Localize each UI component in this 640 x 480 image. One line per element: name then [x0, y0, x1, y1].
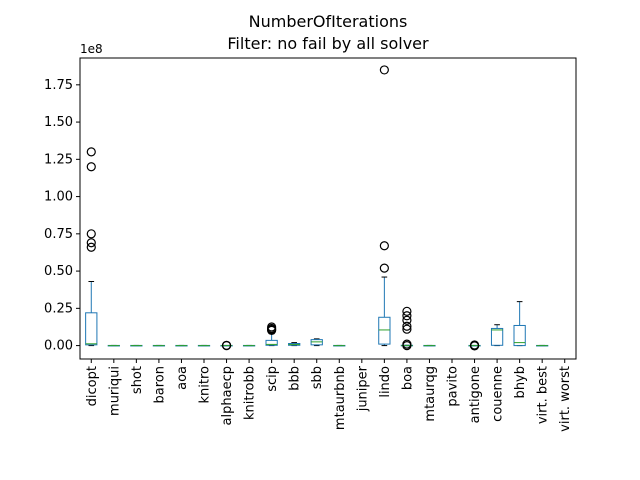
x-tick-label: bbb: [288, 366, 303, 391]
box-6: [220, 340, 233, 351]
box-5: [197, 344, 211, 347]
boxes-layer: [85, 65, 549, 351]
flier-point: [379, 263, 389, 273]
x-tick-label: mtaurbnb: [333, 366, 348, 430]
y-tick-label: 1.25: [44, 152, 73, 167]
plot-area-frame: [79, 57, 577, 360]
box-iqr: [513, 324, 526, 347]
x-tick-label: virt. worst: [558, 366, 573, 432]
box-9: [288, 342, 301, 347]
flier-point: [379, 65, 389, 75]
x-tick-label: juniper: [355, 365, 370, 412]
x-tick-label: lindo: [378, 366, 393, 398]
box-11: [333, 344, 346, 347]
box-13: [378, 65, 391, 347]
flier-point: [267, 325, 277, 335]
box-10: [310, 338, 323, 347]
flier-point: [402, 340, 412, 351]
x-tick-label: boa: [400, 366, 415, 390]
box-15: [423, 344, 436, 347]
box-17: [468, 340, 481, 351]
x-tick-label: virt. best: [536, 366, 551, 424]
flier-point: [86, 147, 96, 157]
flier-point: [402, 315, 412, 325]
box-7: [242, 344, 256, 347]
flier-point: [86, 242, 96, 252]
flier-point: [402, 311, 412, 321]
box-14: [400, 306, 414, 351]
box-iqr: [265, 339, 278, 346]
box-iqr: [490, 327, 504, 346]
flier-point: [221, 340, 232, 351]
flier-point: [86, 162, 96, 172]
box-18: [490, 324, 504, 347]
y-tick-label: 1.75: [44, 78, 73, 93]
box-iqr: [378, 316, 391, 345]
box-4: [175, 344, 188, 347]
box-20: [536, 344, 549, 347]
box-1: [107, 344, 120, 347]
flier-point: [402, 324, 412, 334]
flier-point: [86, 229, 96, 239]
x-tick-label: dicopt: [85, 366, 100, 406]
flier-point: [469, 341, 480, 351]
box-0: [85, 147, 98, 347]
box-8: [265, 322, 278, 347]
flier-point: [402, 321, 412, 331]
y-tick-label: 1.00: [44, 190, 73, 205]
x-tick-label: scip: [265, 366, 280, 392]
x-tick-label: shot: [130, 366, 145, 394]
x-tick-label: sbb: [310, 366, 325, 389]
y-axis-multiplier: 1e8: [80, 42, 103, 56]
y-tick-label: 1.50: [44, 115, 73, 130]
x-tick-label: pavito: [446, 366, 461, 407]
y-tick-label: 0.25: [44, 301, 73, 316]
y-tick-label: 0.50: [44, 264, 73, 279]
box-2: [130, 344, 143, 347]
x-tick-label: knitrobb: [243, 366, 258, 420]
x-tick-label: antigone: [468, 366, 483, 423]
y-tick-label: 0.75: [44, 227, 73, 242]
box-19: [513, 301, 526, 347]
box-iqr: [85, 312, 98, 346]
x-axis: dicopt muriqui shot baron aoa knitro alphaecp k…: [85, 359, 573, 432]
flier-point: [379, 241, 389, 251]
chart-subtitle: Filter: no fail by all solver: [227, 34, 429, 53]
x-tick-label: mtaurqg: [423, 366, 438, 422]
flier-point: [402, 306, 412, 316]
y-tick-label: 0.00: [44, 339, 73, 354]
x-tick-label: muriqui: [107, 366, 122, 416]
flier-point: [86, 238, 96, 248]
box-3: [152, 344, 166, 347]
x-tick-label: knitro: [198, 366, 213, 404]
chart-title: NumberOfIterations: [249, 12, 408, 31]
x-tick-label: alphaecp: [220, 366, 235, 425]
x-tick-label: bhyb: [513, 366, 528, 398]
x-tick-label: aoa: [175, 366, 190, 390]
y-axis: 0.00 0.25 0.50 0.75 1.00 1.25 1.50 1.75: [44, 78, 80, 354]
x-tick-label: baron: [152, 366, 167, 403]
x-tick-label: couenne: [491, 366, 506, 422]
